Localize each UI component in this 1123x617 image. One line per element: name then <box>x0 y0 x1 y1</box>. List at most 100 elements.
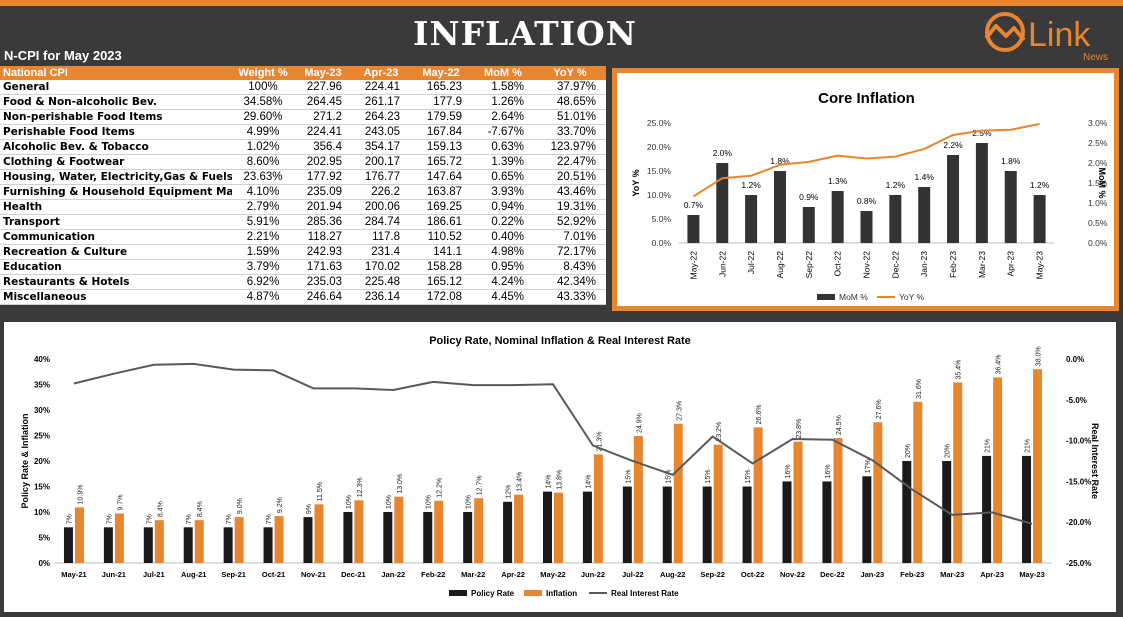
x-tick-label: Feb-22 <box>421 570 445 579</box>
x-tick-label: Oct-22 <box>741 570 764 579</box>
inflation-data-label: 13.0% <box>397 474 404 494</box>
mom-bar <box>889 195 902 243</box>
inflation-bar <box>873 422 883 563</box>
legend-mom-label: MoM % <box>839 292 868 302</box>
inflation-bar <box>633 436 643 563</box>
table-cell: 2.64% <box>472 109 534 125</box>
x-tick-label: Aug-21 <box>181 570 206 579</box>
inflation-data-label: 21.3% <box>596 432 603 452</box>
inflation-bar <box>913 401 923 563</box>
x-tick-label: Apr-22 <box>501 570 525 579</box>
table-row-label: Miscellaneous <box>0 289 232 305</box>
table-cell: 264.45 <box>294 94 352 110</box>
policy-rate-data-label: 7% <box>186 514 193 524</box>
table-header-row: National CPI Weight % May-23 Apr-23 May-… <box>0 66 606 80</box>
inflation-bar <box>314 504 324 563</box>
table-row-label: Education <box>0 259 232 275</box>
policy-rate-data-label: 10% <box>466 495 473 509</box>
inflation-bar <box>194 520 204 563</box>
table-row-label: Recreation & Culture <box>0 244 232 260</box>
legend-inflation-swatch <box>524 590 542 596</box>
table-cell: 4.10% <box>232 184 294 200</box>
table-cell: 34.58% <box>232 94 294 110</box>
table-cell: 43.33% <box>534 289 606 305</box>
table-row: Food & Non-alcoholic Bev. 34.58% 264.45 261… <box>0 94 606 110</box>
y-right-tick-label: 0.0% <box>1088 238 1108 248</box>
inflation-data-label: 23.8% <box>796 419 803 439</box>
table-cell: 264.23 <box>352 109 410 125</box>
table-cell: 200.06 <box>352 199 410 215</box>
table-cell: 7.01% <box>534 229 606 245</box>
table-cell: 246.64 <box>294 289 352 305</box>
policy-rate-bar <box>702 486 712 563</box>
table-cell: 4.98% <box>472 244 534 260</box>
policy-rate-bar <box>902 461 912 563</box>
header-weight: Weight % <box>232 66 294 80</box>
policy-rate-bar <box>822 481 832 563</box>
y-left-tick-label: 25.0% <box>647 118 672 128</box>
policy-rate-data-label: 16% <box>785 464 792 478</box>
inflation-data-label: 24.5% <box>836 415 843 435</box>
inflation-data-label: 12.2% <box>437 478 444 498</box>
policy-rate-bar <box>223 527 233 563</box>
y-right-tick-label: 1.0% <box>1088 198 1108 208</box>
table-cell: 271.2 <box>294 109 352 125</box>
x-tick-label: Jan-23 <box>919 251 929 277</box>
y-left-tick-label: 5.0% <box>652 214 672 224</box>
table-row: Clothing & Footwear 8.60% 202.95 200.17 165.… <box>0 154 606 170</box>
table-row: Furnishing & Household Equipment Mainte 4… <box>0 184 606 200</box>
x-tick-label: Nov-21 <box>301 570 326 579</box>
table-cell: 165.23 <box>410 80 472 95</box>
table-cell: 8.43% <box>534 259 606 275</box>
table-row: Communication 2.21% 118.27 117.8 110.52 0.40%… <box>0 229 606 245</box>
table-cell: 20.51% <box>534 169 606 185</box>
table-cell: 3.79% <box>232 259 294 275</box>
table-cell: 2.21% <box>232 229 294 245</box>
mom-data-label: 2.2% <box>943 140 963 150</box>
inflation-data-label: 12.7% <box>477 475 484 495</box>
policy-rate-data-label: 12% <box>506 485 513 499</box>
table-row-label: Alcoholic Bev. & Tobacco <box>0 139 232 155</box>
table-cell: 243.05 <box>352 124 410 140</box>
legend-policy-swatch <box>449 590 467 596</box>
x-tick-label: Jan-23 <box>860 570 884 579</box>
policy-rate-data-label: 9% <box>306 504 313 514</box>
table-cell: 42.34% <box>534 274 606 290</box>
table-cell: 4.24% <box>472 274 534 290</box>
table-cell: 224.41 <box>352 80 410 95</box>
x-tick-label: Mar-23 <box>940 570 964 579</box>
policy-rate-bar <box>463 512 473 563</box>
x-tick-label: Jul-22 <box>622 570 644 579</box>
inflation-data-label: 9.0% <box>237 498 244 514</box>
policy-rate-bar <box>143 527 153 563</box>
table-cell: 37.97% <box>534 80 606 95</box>
x-tick-label: Nov-22 <box>780 570 805 579</box>
y-right-tick-label: 1.5% <box>1088 178 1108 188</box>
inflation-bar <box>74 507 84 563</box>
x-tick-label: Dec-21 <box>341 570 366 579</box>
logo-text: Link <box>1028 16 1091 54</box>
table-cell: 169.25 <box>410 199 472 215</box>
mom-data-label: 1.2% <box>1030 180 1050 190</box>
table-cell: 231.4 <box>352 244 410 260</box>
x-tick-label: May-21 <box>61 570 86 579</box>
table-row: Miscellaneous 4.87% 246.64 236.14 172.08 4.45… <box>0 289 606 305</box>
table-cell: 2.79% <box>232 199 294 215</box>
policy-rate-chart: Policy Rate, Nominal Inflation & Real In… <box>20 335 1100 598</box>
table-row: Non-perishable Food Items 29.60% 271.2 264.… <box>0 109 606 125</box>
mom-bar <box>1004 171 1017 243</box>
inflation-data-label: 27.3% <box>676 401 683 421</box>
table-cell: 1.59% <box>232 244 294 260</box>
policy-rate-bar <box>782 481 792 563</box>
x-tick-label: May-22 <box>540 570 565 579</box>
legend-mom-swatch <box>817 294 835 300</box>
table-cell: 165.12 <box>410 274 472 290</box>
policy-rate-data-label: 7% <box>266 514 273 524</box>
x-tick-label: Sep-22 <box>804 251 814 279</box>
x-tick-label: May-23 <box>1019 570 1044 579</box>
logo-subtext: News <box>1083 52 1109 63</box>
table-row-label: Non-perishable Food Items <box>0 109 232 125</box>
table-cell: 33.70% <box>534 124 606 140</box>
policy-rate-bar <box>982 455 992 563</box>
inflation-bar <box>713 444 723 563</box>
